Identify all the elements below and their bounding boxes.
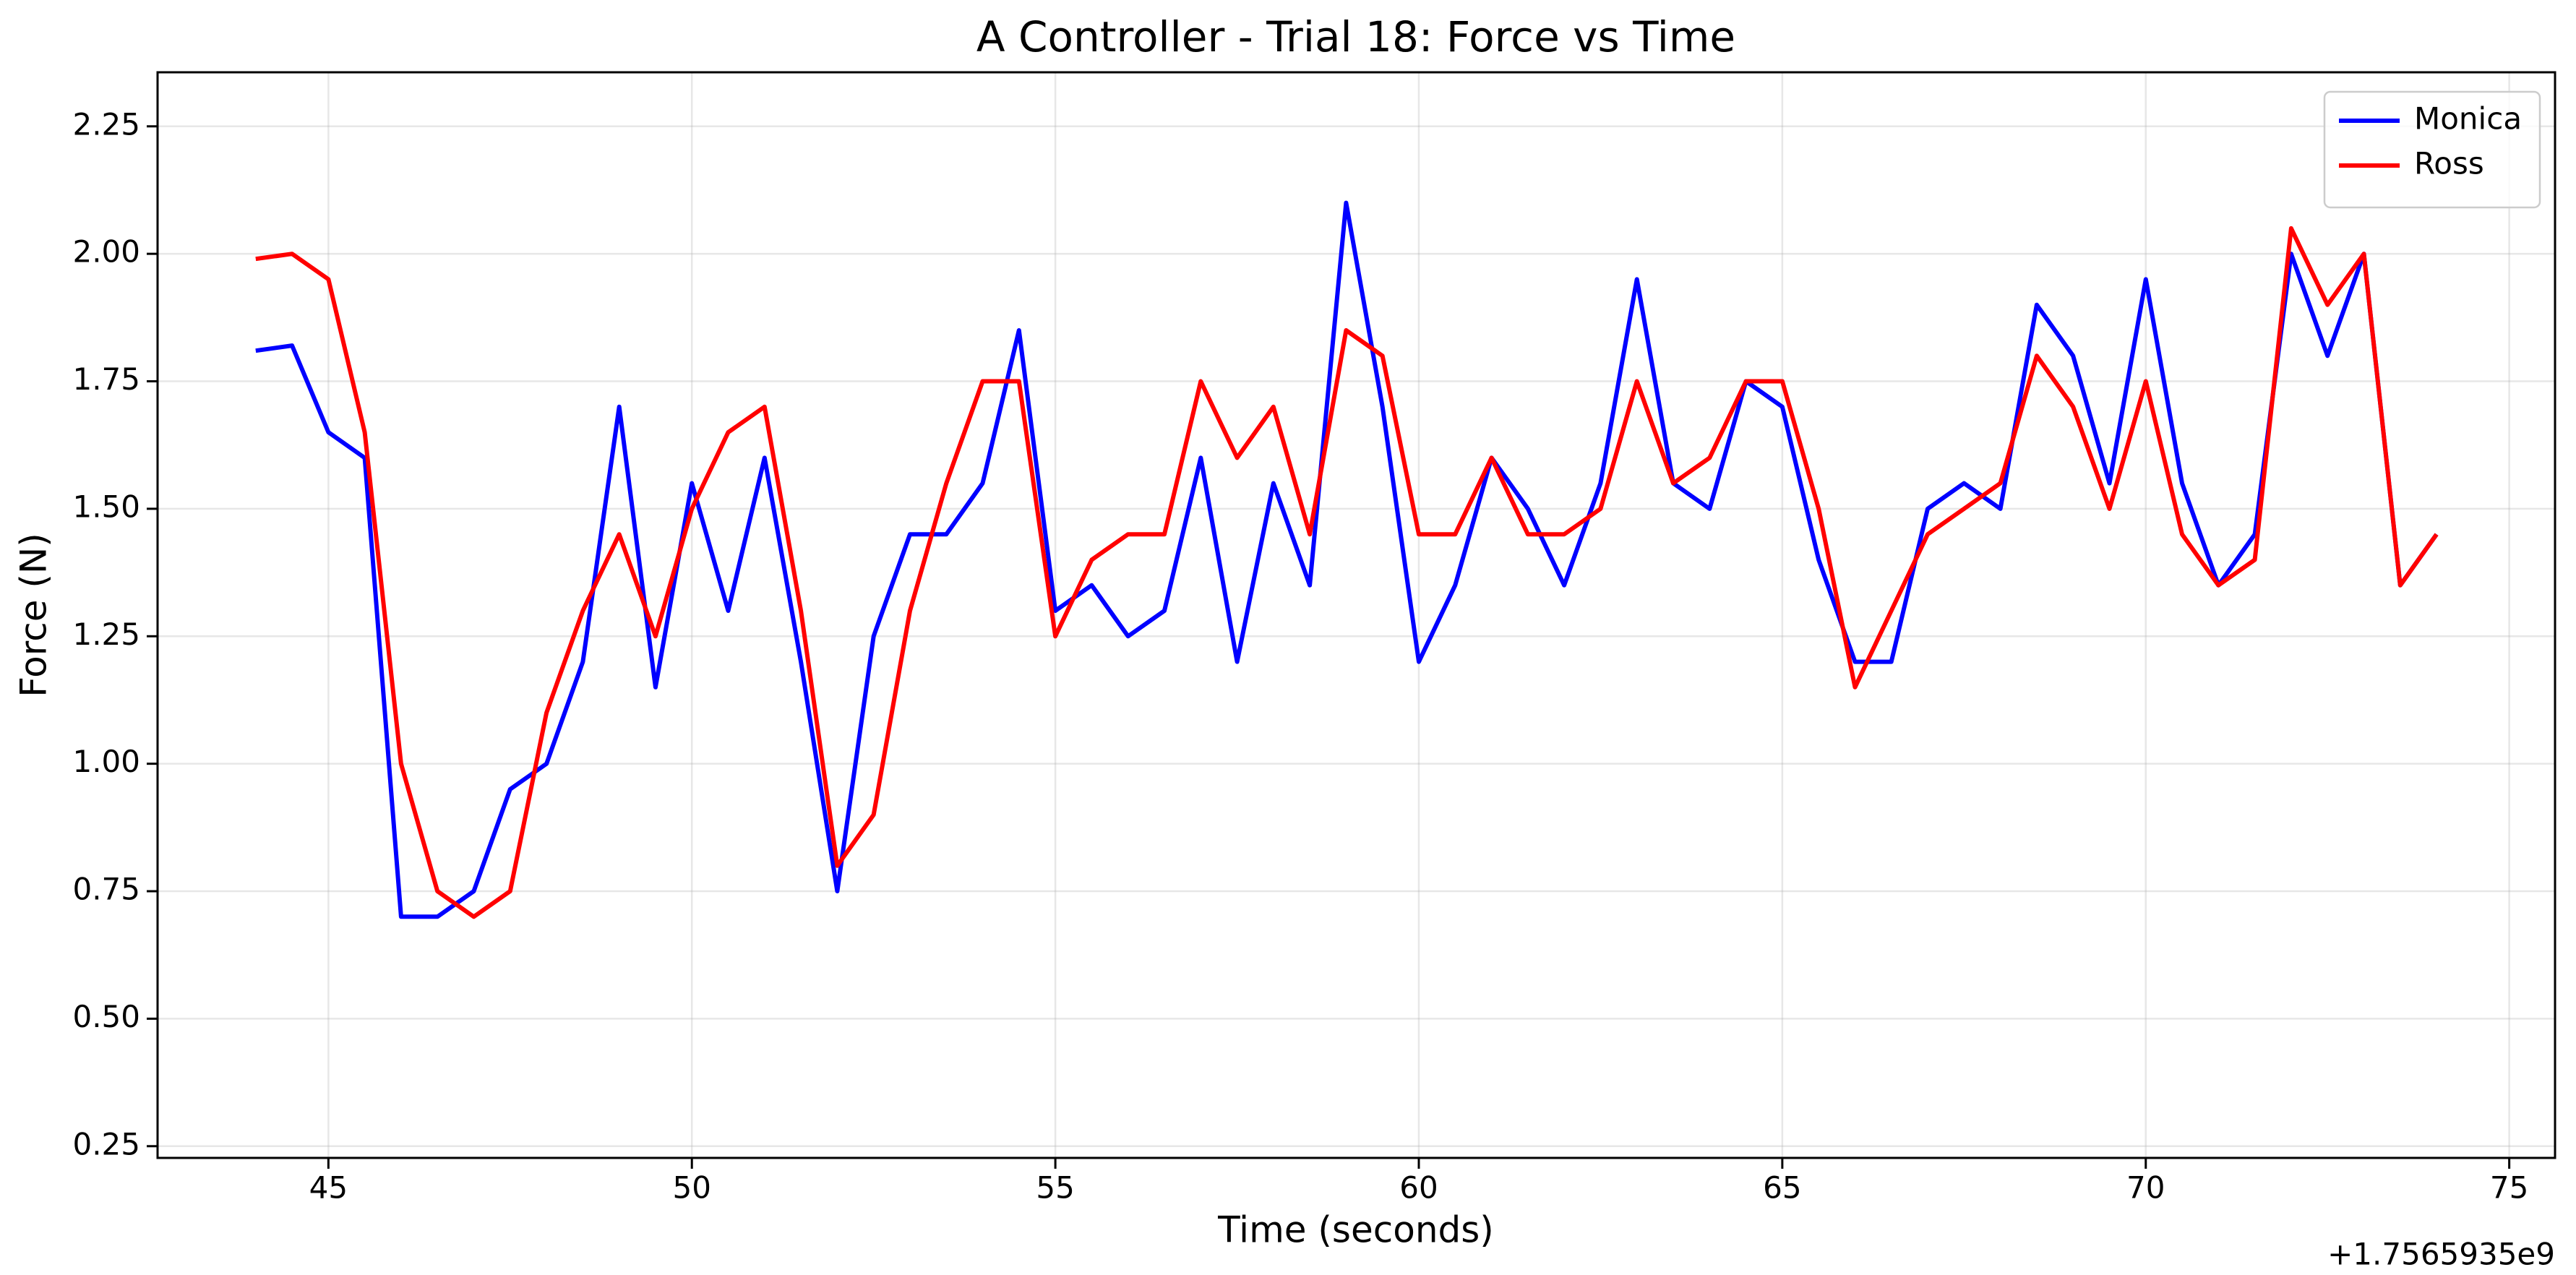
y-tick-label: 1.25: [72, 617, 140, 652]
line-series: [255, 200, 2439, 919]
y-tick-label: 0.75: [72, 872, 140, 907]
y-tick-label: 1.75: [72, 361, 140, 397]
x-tick-label: 70: [2126, 1170, 2165, 1206]
y-tick-label: 0.50: [72, 999, 140, 1034]
y-tick-label: 0.25: [72, 1126, 140, 1162]
x-tick-label: 75: [2490, 1170, 2528, 1206]
legend-label: Monica: [2414, 101, 2522, 137]
x-tick-label: 50: [673, 1170, 711, 1206]
x-tick-label: 55: [1036, 1170, 1074, 1206]
y-tick-label: 2.25: [72, 106, 140, 142]
x-axis-label: Time (seconds): [1217, 1209, 1494, 1251]
x-tick-label: 45: [309, 1170, 348, 1206]
x-tick-label: 65: [1763, 1170, 1801, 1206]
y-tick-label: 1.50: [72, 489, 140, 524]
x-offset-label: +1.7565935e9: [2327, 1237, 2555, 1272]
plot-frame: [156, 71, 2556, 1159]
line-series: [255, 226, 2439, 919]
y-tick-label: 2.00: [72, 234, 140, 270]
legend: Monica Ross: [2323, 90, 2541, 209]
legend-label: Ross: [2414, 146, 2484, 181]
y-axis-label: Force (N): [13, 533, 55, 697]
chart-title: A Controller - Trial 18: Force vs Time: [976, 12, 1735, 61]
y-tick-label: 1.00: [72, 744, 140, 779]
x-tick-label: 60: [1399, 1170, 1438, 1206]
